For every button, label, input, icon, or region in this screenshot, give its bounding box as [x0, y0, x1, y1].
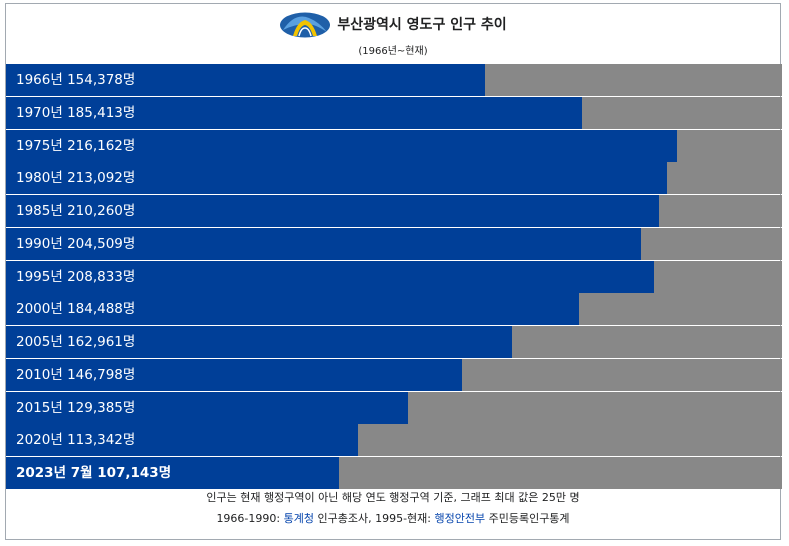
- bar-row: 1980년 213,092명: [6, 162, 782, 195]
- bar-row: 1995년 208,833명: [6, 260, 782, 293]
- population-bar: [6, 424, 358, 457]
- bar-rows: 1966년 154,378명 1970년 185,413명 1975년 216,16…: [6, 64, 782, 490]
- bar-row: 1985년 210,260명: [6, 195, 782, 227]
- source-link-statistics-korea[interactable]: 통계청: [283, 512, 314, 525]
- bar-row: 1970년 185,413명: [6, 96, 782, 129]
- bar-row: 1990년 204,509명: [6, 227, 782, 260]
- bar-row: 1975년 216,162명: [6, 129, 782, 162]
- footer-source: 1966-1990: 통계청 인구총조사, 1995-현재: 행정안전부 주민등…: [6, 508, 780, 529]
- bar-label: 2000년 184,488명: [16, 301, 136, 318]
- population-bar: [6, 326, 512, 358]
- population-bar: [6, 391, 408, 424]
- bar-label: 1970년 185,413명: [16, 104, 136, 121]
- chart-subtitle: (1966년~현재): [358, 46, 428, 57]
- yeongdo-district-logo-icon: [280, 12, 331, 38]
- source-description: 주민등록인구통계: [485, 512, 570, 525]
- population-chart-frame: 부산광역시 영도구 인구 추이 (1966년~현재) 1966년 154,378…: [5, 3, 782, 540]
- bar-label: 2010년 146,798명: [16, 366, 136, 383]
- population-bar: [6, 260, 655, 293]
- bar-label: 2020년 113,342명: [16, 432, 136, 449]
- bar-row: 2015년 129,385명: [6, 391, 782, 424]
- bar-label: 2023년 7월 107,143명: [16, 465, 172, 481]
- chart-header: 부산광역시 영도구 인구 추이 (1966년~현재): [6, 4, 780, 64]
- bar-label: 1990년 204,509명: [16, 235, 136, 252]
- bar-row: 2010년 146,798명: [6, 358, 782, 391]
- source-period-a: 1966-1990:: [216, 512, 284, 525]
- bar-label: 1975년 216,162명: [16, 137, 136, 154]
- population-bar: [6, 129, 677, 162]
- bar-label: 2005년 162,961명: [16, 334, 136, 350]
- title-row: 부산광역시 영도구 인구 추이: [6, 10, 780, 38]
- source-period-b: 인구총조사, 1995-현재:: [313, 512, 435, 525]
- population-bar: [6, 358, 462, 391]
- bar-row: 2023년 7월 107,143명: [6, 457, 782, 489]
- bar-row: 1966년 154,378명: [6, 64, 782, 96]
- footer-note: 인구는 현재 행정구역이 아닌 해당 연도 행정구역 기준, 그래프 최대 값은…: [206, 491, 580, 504]
- population-bar: [6, 96, 582, 129]
- population-bar: [6, 162, 668, 195]
- population-bar: [6, 227, 641, 260]
- population-bar: [6, 457, 339, 489]
- bar-row: 2020년 113,342명: [6, 424, 782, 457]
- bar-label: 2015년 129,385명: [16, 399, 136, 416]
- bar-label: 1966년 154,378명: [16, 72, 136, 88]
- bar-row: 2005년 162,961명: [6, 326, 782, 358]
- population-bar: [6, 293, 579, 326]
- population-bar: [6, 195, 659, 227]
- bar-row: 2000년 184,488명: [6, 293, 782, 326]
- population-bar: [6, 64, 486, 96]
- bar-label: 1980년 213,092명: [16, 170, 136, 187]
- chart-footer: 인구는 현재 행정구역이 아닌 해당 연도 행정구역 기준, 그래프 최대 값은…: [6, 487, 780, 529]
- chart-title: 부산광역시 영도구 인구 추이: [337, 17, 507, 33]
- bar-label: 1985년 210,260명: [16, 203, 136, 219]
- bar-label: 1995년 208,833명: [16, 268, 136, 285]
- source-link-ministry-interior[interactable]: 행정안전부: [434, 512, 486, 525]
